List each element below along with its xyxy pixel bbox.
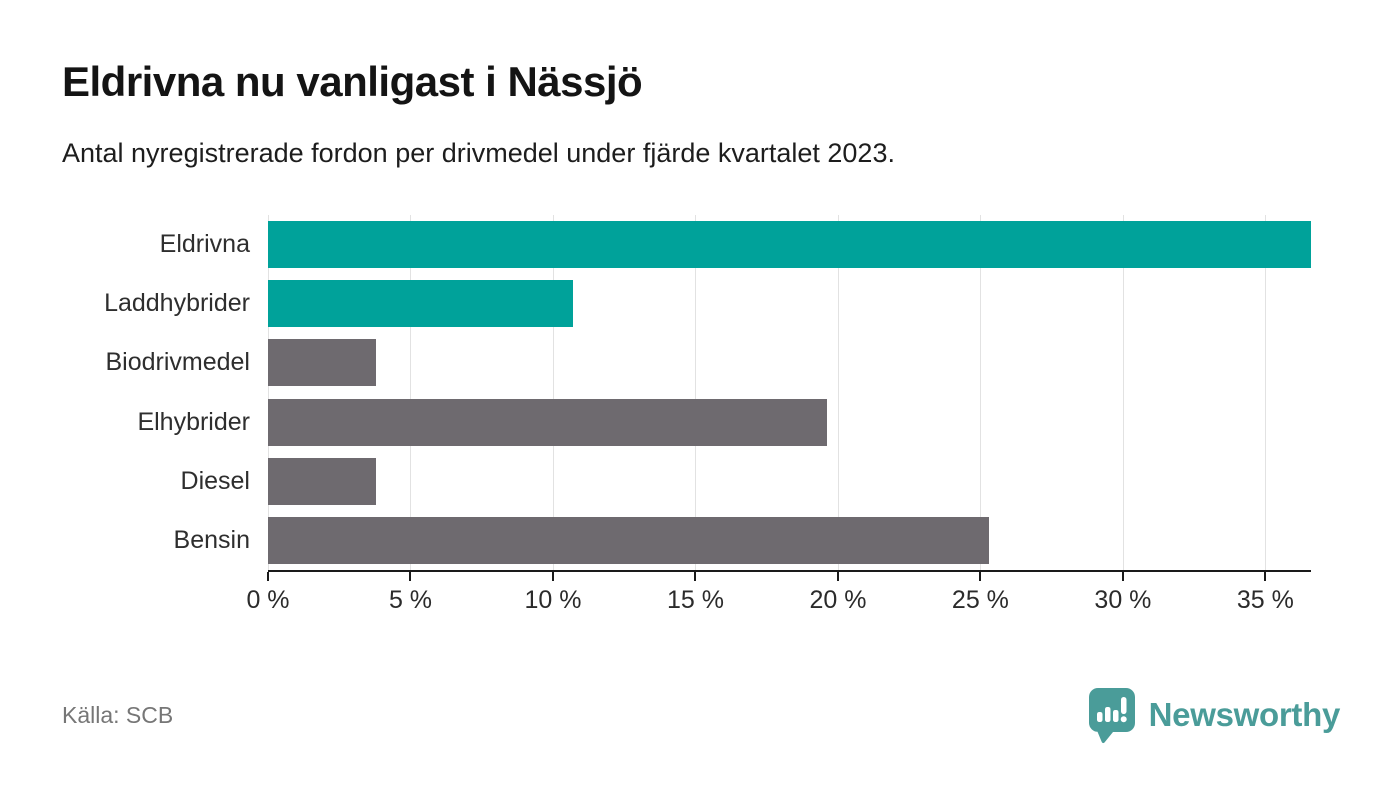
- bar-bensin: [268, 516, 989, 564]
- brand-name: Newsworthy: [1148, 696, 1341, 733]
- bar-row: [268, 274, 1311, 333]
- x-tick-label: 10 %: [524, 586, 582, 614]
- bar-laddhybrider: [268, 280, 573, 328]
- x-tick: [267, 572, 269, 581]
- bar-row: [268, 333, 1311, 392]
- gridline: [410, 215, 412, 570]
- x-tick: [1264, 572, 1267, 581]
- gridline: [1122, 215, 1124, 570]
- x-tick: [551, 572, 554, 581]
- brand-lockup: Newsworthy: [1087, 686, 1340, 744]
- x-tick: [409, 572, 412, 581]
- bars-layer: [268, 215, 1311, 570]
- bar-row: [268, 215, 1311, 274]
- category-labels: Eldrivna Laddhybrider Biodrivmedel Elhybrid…: [0, 215, 250, 570]
- x-tick: [979, 572, 982, 581]
- category-label: Laddhybrider: [104, 289, 250, 318]
- x-tick: [694, 572, 697, 581]
- bar-biodrivmedel: [268, 339, 377, 387]
- gridline: [980, 215, 982, 570]
- category-label: Eldrivna: [159, 230, 250, 259]
- newsworthy-logo-icon: [1088, 688, 1135, 744]
- x-tick-label: 35 %: [1236, 586, 1294, 614]
- x-tick-label: 25 %: [951, 586, 1009, 614]
- bar-row: [268, 452, 1311, 511]
- x-tick-label: 20 %: [809, 586, 867, 614]
- gridline: [552, 215, 554, 570]
- gridline: [695, 215, 697, 570]
- plot-area: [268, 215, 1311, 570]
- bar-eldrivna: [268, 221, 1311, 269]
- gridline: [268, 215, 269, 570]
- category-label: Elhybrider: [137, 407, 250, 436]
- category-label: Bensin: [173, 525, 250, 554]
- chart-title: Eldrivna nu vanligast i Nässjö: [62, 58, 643, 105]
- x-axis-line: [268, 570, 1311, 572]
- bar-row: [268, 393, 1311, 452]
- chart-subtitle: Antal nyregistrerade fordon per drivmede…: [62, 138, 895, 168]
- gridline: [837, 215, 839, 570]
- bar-row: [268, 511, 1311, 570]
- category-label: Biodrivmedel: [105, 348, 250, 377]
- x-tick-label: 15 %: [666, 586, 724, 614]
- gridline: [1265, 215, 1267, 570]
- x-tick-label: 30 %: [1094, 586, 1152, 614]
- x-tick: [1121, 572, 1124, 581]
- bar-diesel: [268, 457, 377, 505]
- x-tick-label: 0 %: [246, 586, 290, 614]
- source-note: Källa: SCB: [62, 702, 174, 728]
- category-label: Diesel: [180, 466, 250, 495]
- x-tick-label: 5 %: [388, 586, 433, 614]
- bar-elhybrider: [268, 398, 827, 446]
- x-tick: [836, 572, 839, 581]
